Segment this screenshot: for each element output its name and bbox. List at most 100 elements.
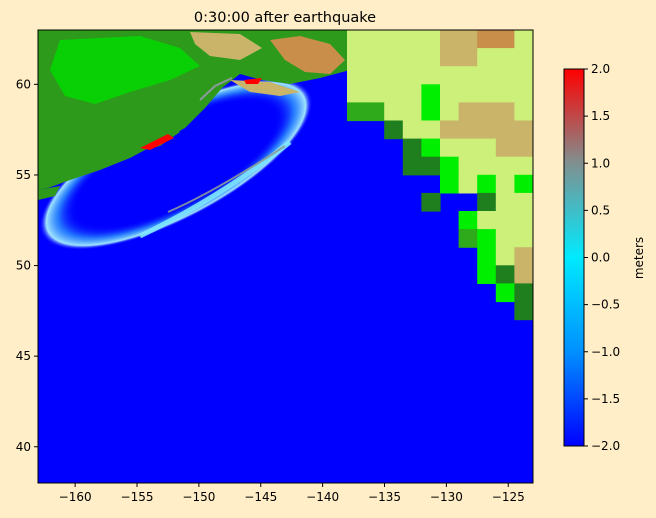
land-cell <box>477 84 497 103</box>
land-cell <box>533 392 552 411</box>
land-cell <box>421 84 441 103</box>
plot-frame <box>37 29 534 484</box>
land-cell <box>347 84 367 103</box>
land-cell <box>421 192 441 212</box>
land-cell <box>514 301 533 321</box>
wave-peak <box>167 145 286 213</box>
land-cell <box>533 30 552 49</box>
land-cell <box>421 120 441 140</box>
land-cell <box>514 156 533 176</box>
land-cell <box>458 138 478 158</box>
land-cell <box>402 156 422 176</box>
x-tick-label: −150 <box>182 490 215 504</box>
land-cell <box>533 247 552 266</box>
land-cell <box>533 229 552 248</box>
land-cell <box>365 66 385 85</box>
land-cell <box>533 302 552 321</box>
y-tick-label: 50 <box>16 259 31 273</box>
land-cell <box>347 30 367 49</box>
land-cell <box>458 102 478 122</box>
x-tick-label: −160 <box>59 490 92 504</box>
land-cell <box>365 102 385 122</box>
land-cell <box>458 120 478 140</box>
land-cell <box>421 30 441 49</box>
x-axis: −160 −155 −150 −145 −140 −135 −130 −125 <box>59 483 525 504</box>
land-cell <box>533 501 552 518</box>
wave-band <box>39 78 313 250</box>
land-cell <box>533 483 552 502</box>
land-cell <box>384 30 404 49</box>
y-tick-label: 60 <box>16 77 31 91</box>
land-cell <box>533 356 552 375</box>
land-cell <box>402 138 422 158</box>
land-cell <box>402 66 422 85</box>
land-cell <box>477 247 497 266</box>
land-cell <box>495 174 515 194</box>
land-cell <box>514 48 533 67</box>
land-cell <box>402 120 422 140</box>
x-tick-label: −130 <box>430 490 463 504</box>
land-cell <box>440 138 460 158</box>
land-cell <box>477 192 497 212</box>
kodiak-coast-wave <box>140 134 174 150</box>
x-tick-label: −145 <box>244 490 277 504</box>
land-cell <box>477 156 497 176</box>
land-cell <box>458 156 478 176</box>
land-cell <box>495 138 515 158</box>
land-cell <box>384 66 404 85</box>
land-cell <box>514 192 533 212</box>
land-cell <box>495 156 515 176</box>
land-cell <box>495 120 515 140</box>
land-cell <box>495 192 515 212</box>
land-cell <box>440 84 460 103</box>
land-cell <box>440 156 460 176</box>
land-cell <box>421 138 441 158</box>
land-cell <box>514 265 533 284</box>
colorbar-tick-label: −2.0 <box>591 439 620 453</box>
x-tick-label: −135 <box>368 490 401 504</box>
land-cell <box>495 30 515 49</box>
land-cell <box>477 229 497 248</box>
land-cell <box>458 174 478 194</box>
land-cell <box>514 120 533 140</box>
land-cell <box>495 265 515 284</box>
land-cell <box>495 102 515 122</box>
colorbar-ticks: −2.0 −1.5 −1.0 −0.5 0.0 0.5 1.0 1.5 2.0 <box>584 62 620 453</box>
land-cell <box>514 229 533 248</box>
colorbar-label: meters <box>632 237 646 279</box>
land-cell <box>533 139 552 158</box>
land-cell <box>495 84 515 103</box>
colorbar-tick-label: 0.0 <box>591 251 610 265</box>
land-cell <box>458 229 478 248</box>
colorbar-tick-label: 1.0 <box>591 156 610 170</box>
colorbar-tick-label: 0.5 <box>591 203 610 217</box>
coarse-land-grid <box>347 30 552 518</box>
colorbar: −2.0 −1.5 −1.0 −0.5 0.0 0.5 1.0 1.5 2.0 meters <box>563 62 646 453</box>
land-cell <box>347 66 367 85</box>
coastline-runup <box>199 77 233 101</box>
land-cell <box>533 320 552 339</box>
land-cell <box>533 193 552 212</box>
land-cell <box>440 48 460 67</box>
land-cell <box>402 102 422 122</box>
land-cell <box>514 84 533 103</box>
land-cell <box>533 211 552 230</box>
land-cell <box>477 30 497 49</box>
land-cell <box>533 338 552 357</box>
land-cell <box>458 84 478 103</box>
land-cell <box>384 84 404 103</box>
mountain-range-brown <box>270 36 345 74</box>
land-cell <box>440 120 460 140</box>
land-cell <box>421 66 441 85</box>
land-cell <box>458 48 478 67</box>
alaska-land <box>38 30 350 200</box>
land-cell <box>514 211 533 230</box>
land-cell <box>402 84 422 103</box>
land-cell <box>402 30 422 49</box>
land-cell <box>384 120 404 140</box>
land-cell <box>533 265 552 284</box>
land-cell <box>477 138 497 158</box>
land-cell <box>402 48 422 67</box>
land-cell <box>421 48 441 67</box>
land-cell <box>533 48 552 67</box>
